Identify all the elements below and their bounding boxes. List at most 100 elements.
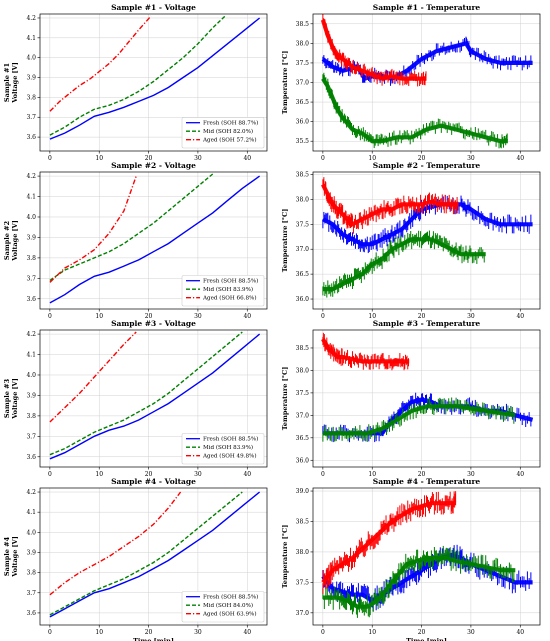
legend-label: Mid (SOH 83.9%) bbox=[203, 286, 253, 293]
x-tick-label: 10 bbox=[95, 471, 103, 478]
y-tick-label: 38.5 bbox=[296, 171, 310, 178]
series-line bbox=[49, 173, 214, 281]
x-tick-label: 30 bbox=[467, 155, 475, 162]
legend-box bbox=[181, 433, 265, 465]
x-tick-label: 20 bbox=[145, 471, 153, 478]
y-tick-label: 4.2 bbox=[26, 331, 36, 338]
x-tick-label: 10 bbox=[95, 629, 103, 636]
series-line bbox=[49, 331, 137, 423]
x-tick-label: 10 bbox=[368, 629, 376, 636]
chart-title: Sample #3 - Voltage bbox=[111, 319, 196, 328]
legend-label: Aged (SOH 66.8%) bbox=[202, 295, 257, 302]
series-line bbox=[49, 333, 261, 460]
chart-title: Sample #2 - Voltage bbox=[111, 161, 196, 170]
y-tick-label: 37.5 bbox=[296, 579, 310, 586]
y-tick-label: 4.2 bbox=[26, 173, 36, 180]
y-tick-label: 3.6 bbox=[26, 296, 36, 303]
x-tick-label: 20 bbox=[145, 313, 153, 320]
y-tick-label: 38.5 bbox=[296, 518, 310, 525]
y-tick-label: 4.1 bbox=[26, 194, 36, 201]
x-tick-label: 10 bbox=[95, 313, 103, 320]
y-tick-label: 38.0 bbox=[296, 40, 310, 47]
y-tick-label: 36.5 bbox=[296, 271, 310, 278]
legend-box bbox=[181, 117, 265, 149]
x-tick-label: 40 bbox=[243, 155, 251, 162]
y-tick-label: 3.6 bbox=[26, 454, 36, 461]
x-tick-label: 30 bbox=[194, 155, 202, 162]
x-tick-label: 0 bbox=[321, 313, 325, 320]
series-line bbox=[49, 17, 261, 140]
plot-frame bbox=[39, 329, 268, 468]
x-tick-label: 20 bbox=[418, 155, 426, 162]
y-tick-label: 4.1 bbox=[26, 352, 36, 359]
x-tick-label: 20 bbox=[418, 471, 426, 478]
y-tick-label: 3.7 bbox=[26, 433, 36, 440]
y-axis-label: Sample #2 bbox=[3, 221, 11, 260]
y-tick-label: 35.5 bbox=[296, 138, 310, 145]
series-line bbox=[49, 491, 243, 616]
y-tick-label: 4.0 bbox=[26, 55, 36, 62]
y-axis-label: Sample #3 bbox=[3, 378, 11, 418]
y-tick-label: 3.7 bbox=[26, 590, 36, 597]
plot-frame bbox=[39, 13, 268, 152]
series-line bbox=[49, 15, 226, 136]
x-tick-label: 0 bbox=[321, 471, 325, 478]
x-tick-label: 10 bbox=[368, 313, 376, 320]
x-tick-label: 30 bbox=[467, 313, 475, 320]
x-tick-label: 30 bbox=[194, 471, 202, 478]
y-axis-label: Voltage [V] bbox=[11, 220, 19, 262]
y-tick-label: 38.0 bbox=[296, 549, 310, 556]
y-tick-label: 3.6 bbox=[26, 134, 36, 141]
x-tick-label: 40 bbox=[516, 155, 524, 162]
y-tick-label: 3.8 bbox=[26, 413, 36, 420]
plot-frame bbox=[39, 171, 268, 310]
x-tick-label: 0 bbox=[48, 313, 52, 320]
legend-box bbox=[181, 275, 265, 307]
panel-v2: 0 10 20 30 40 3.6 3.7 3.8 3.9 4.0 4.1 4.2 Sample #2 … bbox=[3, 161, 268, 320]
y-tick-label: 36.5 bbox=[296, 435, 310, 442]
y-tick-label: 38.0 bbox=[296, 367, 310, 374]
y-tick-label: 38.5 bbox=[296, 21, 310, 28]
legend-label: Fresh (SOH 88.5%) bbox=[203, 278, 258, 285]
y-axis-label: Temperature [°C] bbox=[281, 367, 289, 431]
y-tick-label: 37.0 bbox=[296, 610, 310, 617]
y-tick-label: 3.9 bbox=[26, 392, 36, 399]
y-tick-label: 36.0 bbox=[296, 296, 310, 303]
chart-title: Sample #3 - Temperature bbox=[373, 319, 481, 328]
x-tick-label: 30 bbox=[194, 629, 202, 636]
y-tick-label: 3.6 bbox=[26, 610, 36, 617]
series-line bbox=[49, 491, 261, 618]
y-tick-label: 37.5 bbox=[296, 390, 310, 397]
y-tick-label: 37.0 bbox=[296, 246, 310, 253]
y-tick-label: 4.1 bbox=[26, 509, 36, 516]
panel-v1: 0 10 20 30 40 3.6 3.7 3.8 3.9 4.0 4.1 4.2 Sample #1 … bbox=[3, 3, 268, 162]
y-tick-label: 37.0 bbox=[296, 80, 310, 87]
legend-label: Mid (SOH 83.9%) bbox=[203, 444, 253, 451]
panel-t1: 0 10 20 30 40 35.5 36.0 36.5 37.0 37.5 38.0 38.5 Sam… bbox=[281, 3, 541, 162]
y-tick-label: 3.8 bbox=[26, 570, 36, 577]
panel-t3: 0 10 20 30 40 36.0 36.5 37.0 37.5 38.0 38.5 Sample … bbox=[281, 319, 541, 478]
y-axis-label: Voltage [V] bbox=[11, 62, 19, 104]
x-tick-label: 40 bbox=[516, 629, 524, 636]
y-axis-label: Temperature [°C] bbox=[281, 51, 289, 115]
plot-frame bbox=[312, 329, 541, 468]
y-axis-label: Voltage [V] bbox=[11, 378, 19, 420]
y-axis-label: Voltage [V] bbox=[11, 536, 19, 578]
panel-t4: 0 10 20 30 40 37.0 37.5 38.0 38.5 39.0 Sample #4 -… bbox=[281, 477, 541, 641]
chart-title: Sample #4 - Voltage bbox=[111, 477, 196, 486]
y-tick-label: 37.0 bbox=[296, 412, 310, 419]
x-tick-label: 20 bbox=[145, 155, 153, 162]
legend-label: Mid (SOH 82.0%) bbox=[203, 128, 253, 135]
y-tick-label: 37.5 bbox=[296, 60, 310, 67]
series-line bbox=[321, 77, 508, 144]
x-tick-label: 0 bbox=[321, 155, 325, 162]
chart-title: Sample #2 - Temperature bbox=[373, 161, 481, 170]
x-tick-label: 10 bbox=[95, 155, 103, 162]
legend-label: Aged (SOH 63.9%) bbox=[202, 611, 257, 618]
x-tick-label: 40 bbox=[243, 313, 251, 320]
y-tick-label: 36.5 bbox=[296, 99, 310, 106]
y-tick-label: 3.7 bbox=[26, 114, 36, 121]
series-line bbox=[49, 175, 261, 304]
x-tick-label: 40 bbox=[516, 313, 524, 320]
y-tick-label: 3.8 bbox=[26, 94, 36, 101]
